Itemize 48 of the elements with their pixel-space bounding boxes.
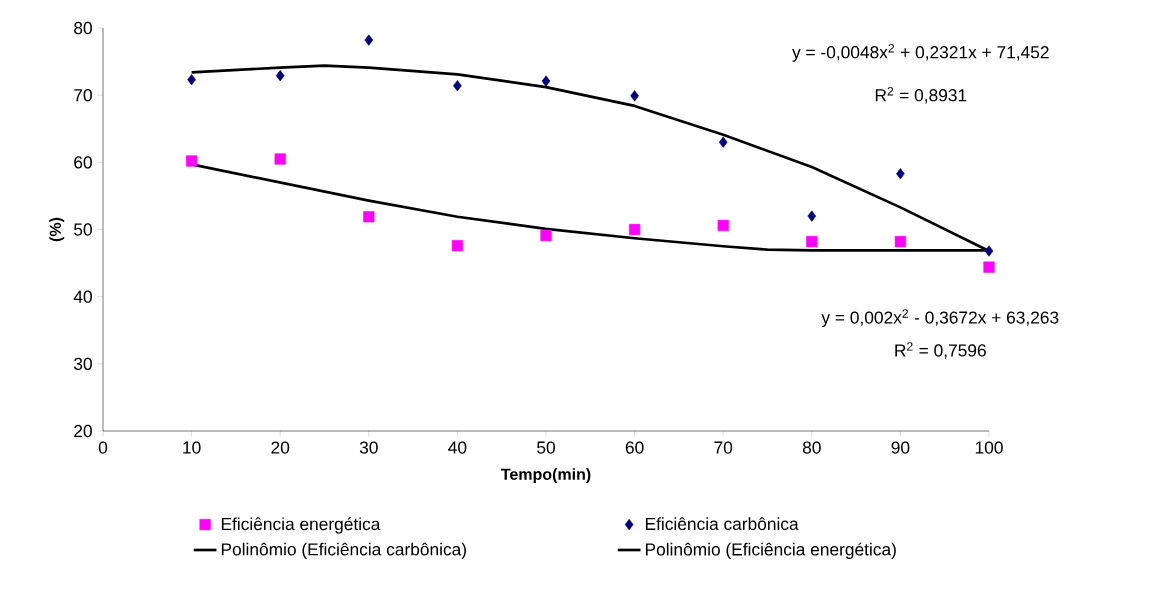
point	[806, 235, 818, 248]
point	[274, 153, 286, 165]
point	[364, 34, 374, 46]
point	[807, 210, 817, 222]
point	[186, 155, 198, 167]
point	[453, 80, 462, 92]
x-tick-label: 20	[271, 441, 290, 454]
point	[541, 75, 551, 87]
x-tick-label: 50	[537, 441, 555, 454]
y-tick-label: 30	[74, 357, 92, 370]
y-tick-label: 20	[74, 424, 92, 438]
y-axis-title: (%)	[49, 217, 65, 242]
x-tick-label: 10	[183, 441, 201, 454]
x-axis-title: Tempo(min)	[501, 468, 591, 484]
y-tick-label: 80	[74, 21, 92, 35]
y-tick-label: 70	[74, 89, 92, 102]
point	[187, 74, 196, 86]
point	[540, 229, 552, 242]
x-tick-label: 40	[448, 441, 467, 454]
point	[983, 261, 995, 273]
x-tick-label: 90	[891, 441, 910, 454]
point	[896, 168, 905, 180]
annotation: y = 0,002x$^{2}$ - 0,3672x + 63,263	[821, 309, 1059, 328]
legend-label: Eficiência energética	[221, 517, 381, 534]
point	[451, 240, 464, 252]
point	[717, 219, 729, 232]
point	[630, 90, 639, 102]
x-tick-label: 80	[802, 441, 821, 454]
x-tick-label: 0	[98, 441, 108, 454]
legend-label: Polinômio (Eficiência carbônica)	[221, 542, 466, 559]
point	[629, 223, 641, 236]
point	[984, 245, 994, 257]
annotation: y = -0,0048x$^{2}$ + 0,2321x + 71,452	[792, 43, 1049, 62]
x-tick-label: 30	[359, 441, 378, 454]
y-tick-label: 60	[74, 156, 92, 169]
point	[275, 70, 285, 82]
x-tick-label: 70	[714, 441, 733, 454]
annotation: R$^{2}$ = 0,8931	[875, 86, 967, 104]
legend-label: Polinômio (Eficiência energética)	[645, 542, 896, 559]
x-tick-label: 60	[625, 441, 644, 454]
x-tick-label: 100	[975, 441, 1003, 454]
point	[894, 235, 907, 248]
annotation: R$^{2}$ = 0,7596	[895, 342, 986, 359]
y-tick-label: 50	[74, 223, 92, 236]
legend-label: Eficiência carbônica	[645, 517, 799, 531]
point	[718, 136, 728, 148]
point	[363, 211, 375, 223]
y-tick-label: 40	[73, 290, 92, 303]
